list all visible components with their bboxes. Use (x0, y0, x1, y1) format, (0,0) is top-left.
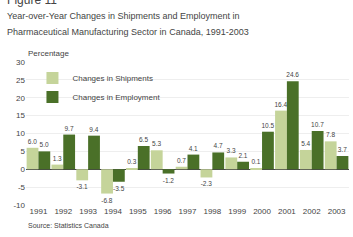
svg-text:-2.3: -2.3 (201, 180, 213, 187)
svg-text:9.4: 9.4 (89, 126, 98, 133)
svg-text:3.7: 3.7 (338, 146, 347, 153)
svg-text:20: 20 (16, 94, 25, 103)
svg-text:Changes in Shipments: Changes in Shipments (72, 74, 152, 83)
svg-text:Figure 11Year-over-Year Change: Figure 11Year-over-Year Changes in Shipm… (7, 0, 249, 37)
svg-text:16.4: 16.4 (274, 101, 287, 108)
svg-text:10.7: 10.7 (311, 121, 324, 128)
svg-text:1997: 1997 (179, 207, 197, 216)
svg-text:5.0: 5.0 (40, 141, 49, 148)
svg-text:2001: 2001 (278, 207, 296, 216)
svg-text:1991: 1991 (30, 207, 48, 216)
svg-text:1999: 1999 (228, 207, 246, 216)
svg-text:2003: 2003 (328, 207, 346, 216)
svg-text:7.8: 7.8 (326, 131, 335, 138)
svg-text:25: 25 (16, 76, 25, 85)
svg-text:-6.8: -6.8 (101, 197, 113, 204)
svg-text:-5: -5 (18, 183, 26, 192)
svg-text:10: 10 (16, 129, 25, 138)
svg-text:1992: 1992 (54, 207, 72, 216)
svg-text:Changes in Employment: Changes in Employment (72, 93, 160, 102)
svg-text:1995: 1995 (129, 207, 147, 216)
svg-text:-3.5: -3.5 (113, 185, 125, 192)
svg-text:1996: 1996 (154, 207, 172, 216)
svg-text:30: 30 (16, 58, 25, 67)
svg-text:15: 15 (16, 111, 25, 120)
svg-text:1.3: 1.3 (53, 155, 62, 162)
svg-text:2.1: 2.1 (238, 152, 247, 159)
svg-text:2000: 2000 (253, 207, 271, 216)
svg-text:0: 0 (21, 165, 26, 174)
svg-text:5.4: 5.4 (301, 140, 310, 147)
svg-text:Percentage: Percentage (28, 49, 69, 58)
svg-text:-3.1: -3.1 (76, 183, 88, 190)
svg-text:0.1: 0.1 (251, 158, 260, 165)
svg-text:4.7: 4.7 (214, 142, 223, 149)
svg-text:5: 5 (21, 147, 26, 156)
svg-text:10.5: 10.5 (261, 122, 274, 129)
svg-text:6.0: 6.0 (28, 138, 37, 145)
svg-text:-1.2: -1.2 (163, 177, 175, 184)
svg-text:4.1: 4.1 (189, 145, 198, 152)
svg-text:6.5: 6.5 (139, 136, 148, 143)
svg-text:24.6: 24.6 (286, 71, 299, 78)
svg-text:-10: -10 (13, 201, 25, 210)
svg-text:Source: Statistics Canada: Source: Statistics Canada (28, 222, 109, 229)
svg-text:9.7: 9.7 (64, 125, 73, 132)
svg-text:3.3: 3.3 (227, 147, 236, 154)
svg-text:0.3: 0.3 (127, 158, 136, 165)
svg-text:1994: 1994 (104, 207, 122, 216)
svg-text:2002: 2002 (303, 207, 321, 216)
svg-text:0.7: 0.7 (177, 157, 186, 164)
svg-text:1993: 1993 (79, 207, 97, 216)
svg-text:5.3: 5.3 (152, 140, 161, 147)
svg-text:1998: 1998 (203, 207, 221, 216)
